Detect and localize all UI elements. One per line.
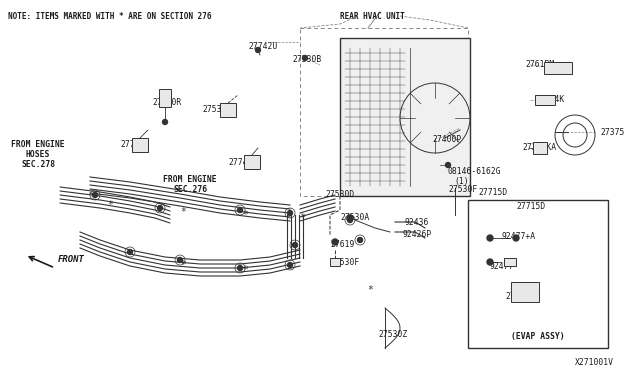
- Text: 27741U: 27741U: [228, 158, 257, 167]
- Bar: [511, 282, 539, 302]
- Circle shape: [487, 259, 493, 265]
- Text: 27742U: 27742U: [248, 42, 277, 51]
- Bar: [330, 258, 340, 266]
- Text: 27530F: 27530F: [448, 185, 477, 194]
- Bar: [244, 155, 260, 169]
- Circle shape: [287, 211, 292, 215]
- Text: 27530A: 27530A: [340, 213, 369, 222]
- Bar: [535, 95, 555, 105]
- Bar: [544, 62, 572, 74]
- Text: 92477+A: 92477+A: [502, 232, 536, 241]
- Text: FROM ENGINE: FROM ENGINE: [11, 140, 65, 149]
- Circle shape: [487, 235, 493, 241]
- Text: *: *: [180, 260, 186, 270]
- Circle shape: [358, 237, 362, 243]
- Text: 27619: 27619: [330, 240, 355, 249]
- Bar: [300, 28, 468, 196]
- Text: *: *: [242, 210, 248, 220]
- Text: 27274KA: 27274KA: [522, 143, 556, 152]
- Text: 08146-6162G: 08146-6162G: [448, 167, 502, 176]
- Text: *: *: [107, 200, 113, 210]
- Text: 27715D: 27715D: [478, 188, 508, 197]
- Text: NOTE: ITEMS MARKED WITH * ARE ON SECTION 276: NOTE: ITEMS MARKED WITH * ARE ON SECTION…: [8, 12, 211, 21]
- Text: 27530F: 27530F: [330, 258, 359, 267]
- Circle shape: [303, 55, 307, 61]
- Circle shape: [177, 257, 182, 263]
- Text: 92477: 92477: [490, 262, 515, 271]
- Circle shape: [445, 163, 451, 167]
- Circle shape: [292, 243, 298, 247]
- Text: 27530B: 27530B: [292, 55, 321, 64]
- Bar: [159, 89, 171, 107]
- Text: *: *: [242, 265, 248, 275]
- Text: 27715D: 27715D: [516, 202, 545, 211]
- Bar: [533, 142, 547, 154]
- Text: REAR HVAC UNIT: REAR HVAC UNIT: [340, 12, 404, 21]
- Circle shape: [332, 239, 338, 245]
- Circle shape: [287, 263, 292, 267]
- Text: FROM ENGINE: FROM ENGINE: [163, 175, 217, 184]
- Text: 27274K: 27274K: [535, 95, 564, 104]
- Text: 27530D: 27530D: [325, 190, 355, 199]
- Text: HOSES: HOSES: [26, 150, 50, 159]
- Text: *: *: [299, 213, 305, 223]
- Bar: [504, 258, 516, 266]
- Text: 27400P: 27400P: [432, 135, 461, 144]
- Text: SEC.276: SEC.276: [173, 185, 207, 194]
- Text: 27530Z: 27530Z: [378, 330, 407, 339]
- Text: *: *: [367, 285, 373, 295]
- Text: 92436: 92436: [405, 218, 429, 227]
- Circle shape: [255, 48, 260, 52]
- Circle shape: [348, 218, 353, 222]
- Text: 27761N: 27761N: [120, 140, 149, 149]
- Text: X271001V: X271001V: [575, 358, 614, 367]
- Text: *: *: [292, 243, 298, 253]
- Text: 2761BM: 2761BM: [525, 60, 554, 69]
- Bar: [468, 200, 608, 348]
- Text: 92426P: 92426P: [403, 230, 432, 239]
- Text: 27530DA: 27530DA: [202, 105, 236, 114]
- Text: (1): (1): [454, 177, 468, 186]
- Circle shape: [127, 250, 132, 254]
- Text: (EVAP ASSY): (EVAP ASSY): [511, 332, 565, 341]
- Circle shape: [157, 205, 163, 211]
- Circle shape: [237, 208, 243, 212]
- Bar: [220, 103, 236, 117]
- Text: 27624: 27624: [505, 292, 529, 301]
- Text: *: *: [180, 207, 186, 217]
- Text: FRONT: FRONT: [58, 256, 85, 264]
- Circle shape: [93, 192, 97, 198]
- Bar: [340, 38, 470, 196]
- Circle shape: [163, 119, 168, 125]
- Circle shape: [237, 266, 243, 270]
- Text: 27720R: 27720R: [152, 98, 181, 107]
- Text: SEC.278: SEC.278: [21, 160, 55, 169]
- Bar: [132, 138, 148, 152]
- Circle shape: [513, 235, 519, 241]
- Text: 27375: 27375: [600, 128, 625, 137]
- Circle shape: [347, 215, 353, 221]
